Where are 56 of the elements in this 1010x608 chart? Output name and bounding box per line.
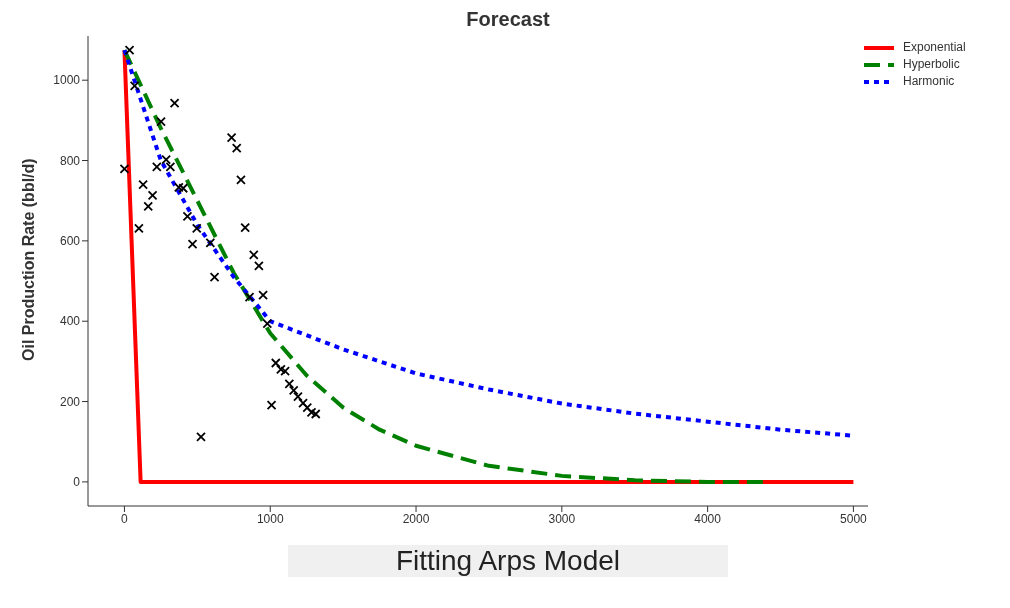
y-tick-label: 0 [73,475,81,490]
y-tick-label: 200 [59,394,81,409]
point [147,190,158,201]
point [209,272,220,282]
point [143,201,154,212]
point [165,162,176,172]
x-tick-label: 2000 [402,511,430,526]
point [191,223,202,234]
point [306,407,317,418]
point [284,378,295,389]
point [124,45,135,55]
legend-label: Hyperbolic [903,56,960,73]
point [258,290,268,300]
point [236,174,246,185]
x-tick-label: 1000 [256,511,284,526]
y-tick-label: 800 [59,153,81,168]
point [138,179,149,190]
point [187,239,198,249]
point [298,398,308,409]
y-axis-title: Oil Production Rate (bbl/d) [19,158,37,361]
y-tick-label: 600 [59,234,81,249]
y-tick-label: 1000 [53,73,81,88]
point [129,80,140,91]
point [248,250,259,260]
point [262,318,273,329]
x-tick-label: 3000 [548,511,576,526]
point [310,409,321,419]
point [280,366,291,376]
point [161,154,172,165]
point [288,385,299,396]
point [151,162,162,172]
chart-title: Forecast [465,8,551,31]
point [205,237,216,248]
text: Fitting Arps Model [288,545,728,577]
point [231,143,242,153]
y-tick-label: 400 [59,314,81,329]
point [196,432,206,442]
point [253,260,264,271]
x-tick-label: 5000 [840,511,868,526]
point [275,364,286,375]
point [270,358,281,368]
point [182,211,193,222]
x-tick-label: 4000 [694,511,722,526]
point [169,98,180,108]
legend-label: Harmonic [903,73,955,90]
point [226,132,237,143]
x-tick-label: 0 [121,511,129,526]
legend-label: Exponential [903,39,966,56]
point [266,400,277,411]
point [119,164,130,174]
point [293,391,303,402]
point [133,223,144,234]
point [156,116,166,127]
point [240,222,251,233]
point [302,402,313,413]
point [244,292,255,303]
